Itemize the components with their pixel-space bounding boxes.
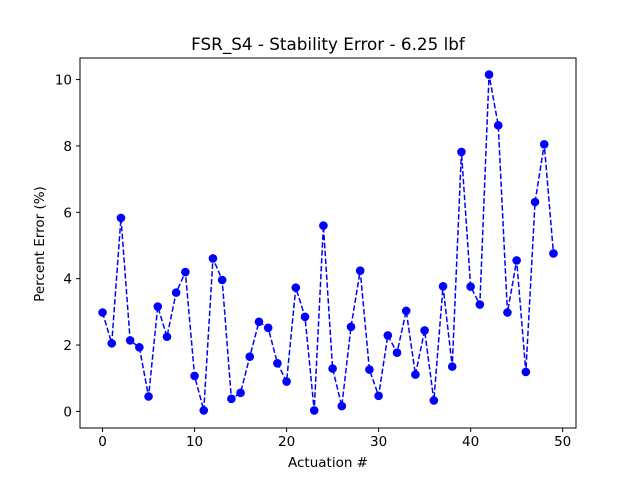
data-point xyxy=(493,121,503,130)
data-point xyxy=(438,282,448,291)
data-point xyxy=(236,388,245,398)
data-point xyxy=(282,377,291,386)
data-point xyxy=(429,396,439,405)
data-point xyxy=(107,339,117,348)
data-point xyxy=(245,352,255,361)
data-point xyxy=(457,147,466,157)
data-point xyxy=(328,364,337,373)
data-point xyxy=(420,326,429,335)
plot-area-frame xyxy=(79,57,577,429)
x-tick-label: 30 xyxy=(370,434,387,450)
data-point xyxy=(475,300,485,309)
data-point xyxy=(300,312,310,322)
data-point xyxy=(291,283,301,292)
y-tick-label: 8 xyxy=(63,139,72,155)
data-point xyxy=(466,282,475,291)
data-point xyxy=(521,367,531,377)
data-point xyxy=(539,139,549,149)
data-point xyxy=(273,358,282,368)
data-point xyxy=(309,406,319,415)
data-point xyxy=(190,371,199,381)
x-axis-label: Actuation # xyxy=(288,455,368,471)
data-point xyxy=(530,197,540,207)
data-point xyxy=(392,348,402,357)
data-point xyxy=(208,254,218,263)
data-point xyxy=(411,370,420,379)
x-tick-label: 40 xyxy=(462,434,479,450)
data-point xyxy=(319,221,328,230)
data-point xyxy=(153,302,163,311)
x-tick-label: 0 xyxy=(98,434,107,450)
data-point xyxy=(355,266,365,276)
chart-title: FSR_S4 - Stability Error - 6.25 lbf xyxy=(191,34,466,55)
x-tick-label: 20 xyxy=(278,434,295,450)
data-point xyxy=(181,267,190,277)
data-point xyxy=(162,332,172,342)
data-point xyxy=(217,275,227,285)
data-point xyxy=(383,331,393,340)
data-point xyxy=(503,308,512,317)
y-tick-label: 6 xyxy=(63,205,72,221)
data-point xyxy=(144,392,153,401)
data-point xyxy=(337,401,347,411)
y-tick-label: 4 xyxy=(63,272,72,288)
data-point xyxy=(199,406,209,415)
data-point xyxy=(447,362,457,371)
y-tick-label: 2 xyxy=(63,338,72,354)
data-point xyxy=(365,365,374,374)
data-point xyxy=(98,308,107,317)
axis-ticks: 0 10 20 30 40 50 0 2 4 6 8 10 xyxy=(55,73,571,450)
data-point xyxy=(125,336,135,345)
x-tick-label: 50 xyxy=(554,434,571,450)
y-tick-label: 10 xyxy=(55,73,72,89)
y-tick-label: 0 xyxy=(63,404,72,420)
data-point xyxy=(227,394,236,404)
data-point xyxy=(171,288,181,297)
data-point xyxy=(549,249,558,258)
data-point xyxy=(401,306,411,316)
data-point xyxy=(135,343,144,352)
x-tick-label: 10 xyxy=(186,434,203,450)
y-axis-label: Percent Error (%) xyxy=(32,186,48,302)
data-point xyxy=(484,70,494,79)
data-point xyxy=(512,256,521,265)
data-point xyxy=(254,317,264,327)
series-layer xyxy=(98,70,558,415)
data-point xyxy=(374,391,383,401)
data-point xyxy=(263,323,273,333)
data-point xyxy=(346,322,356,332)
data-point xyxy=(116,213,126,223)
